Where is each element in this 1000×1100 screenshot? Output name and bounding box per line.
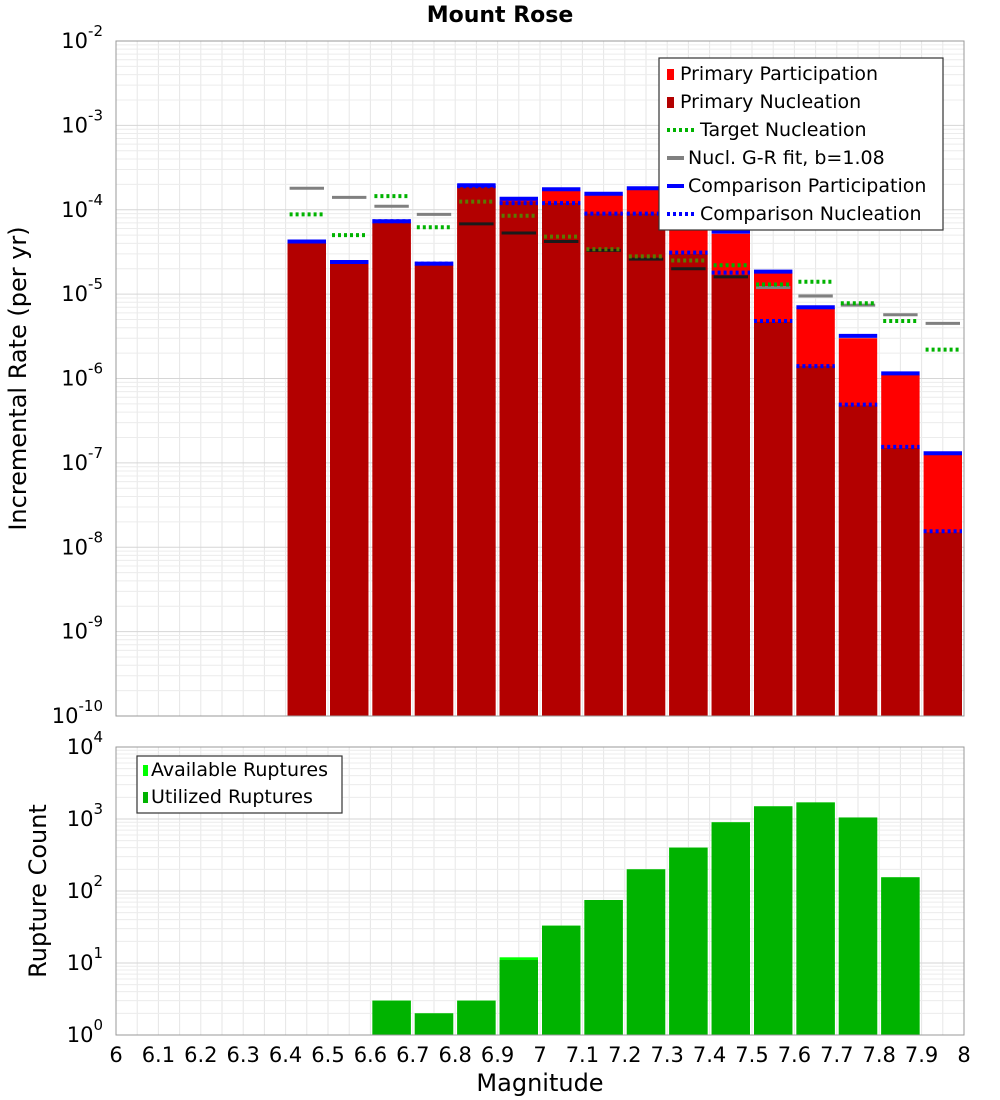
x-tick-label: 7.2 <box>608 1043 641 1067</box>
y-tick-label: 10-6 <box>61 360 103 391</box>
nucleation-bar <box>796 366 835 716</box>
legend-label: Primary Nucleation <box>680 91 861 113</box>
x-tick-label: 6.2 <box>184 1043 217 1067</box>
legend-box <box>136 755 343 814</box>
utilized-ruptures-bar <box>542 925 581 1035</box>
utilized-ruptures-bar <box>881 877 920 1035</box>
legend-label: Primary Participation <box>680 63 878 85</box>
y-tick-label: 103 <box>67 800 103 831</box>
x-tick-label: 6 <box>109 1043 122 1067</box>
y-tick-label: 10-2 <box>61 22 103 53</box>
nucleation-bar <box>372 222 411 716</box>
x-tick-label: 7.5 <box>735 1043 768 1067</box>
legend-label: Available Ruptures <box>151 759 328 781</box>
x-tick-label: 6.5 <box>311 1043 344 1067</box>
y-tick-label: 10-10 <box>52 697 103 728</box>
x-tick-label: 7.7 <box>820 1043 853 1067</box>
y-tick-label: 104 <box>67 728 103 759</box>
utilized-ruptures-bar <box>796 802 835 1035</box>
x-tick-label: 7 <box>533 1043 546 1067</box>
y-axis-title: Rupture Count <box>24 804 52 978</box>
plot-frame <box>115 746 965 1036</box>
nucleation-bar <box>923 532 962 716</box>
nucleation-bar <box>881 448 920 716</box>
utilized-ruptures-bar <box>584 899 623 1035</box>
legend-label: Nucl. G-R fit, b=1.08 <box>688 147 885 169</box>
utilized-ruptures-bar <box>711 822 750 1035</box>
legend: Available Ruptures Utilized Ruptures <box>136 755 343 814</box>
x-tick-label: 6.8 <box>438 1043 471 1067</box>
nucleation-bar <box>626 213 666 717</box>
utilized-ruptures-bar <box>754 806 793 1035</box>
y-tick-label: 10-7 <box>61 444 103 475</box>
nucleation-bar <box>584 213 623 717</box>
nucleation-bar <box>330 263 369 716</box>
legend-swatch <box>143 765 148 776</box>
legend-swatch <box>143 792 148 803</box>
y-tick-label: 102 <box>67 872 103 903</box>
legend-label: Utilized Ruptures <box>151 786 313 808</box>
chart-title: Mount Rose <box>427 3 574 28</box>
y-tick-label: 10-8 <box>61 528 103 559</box>
x-tick-label: 6.1 <box>142 1043 175 1067</box>
utilized-ruptures-bar <box>838 817 878 1035</box>
x-tick-label: 8 <box>957 1043 970 1067</box>
y-tick-label: 10-9 <box>61 613 103 644</box>
utilized-ruptures-bar <box>457 1000 496 1035</box>
x-tick-label: 6.3 <box>226 1043 259 1067</box>
legend-box <box>658 57 944 231</box>
y-tick-label: 101 <box>67 944 103 975</box>
y-tick-label: 10-3 <box>61 106 103 137</box>
legend-label: Comparison Nucleation <box>700 203 922 225</box>
utilized-ruptures-bar <box>626 869 666 1035</box>
utilized-ruptures-bar <box>414 1013 454 1035</box>
legend: Primary Participation Primary Nucleation T… <box>658 57 944 231</box>
utilized-ruptures-bar <box>669 847 708 1035</box>
x-tick-label: 7.6 <box>778 1043 811 1067</box>
x-tick-label: 6.4 <box>269 1043 302 1067</box>
x-tick-label: 7.1 <box>566 1043 599 1067</box>
nucleation-bar <box>754 321 793 716</box>
utilized-ruptures-bar <box>372 1000 411 1035</box>
rate-panel: 10-10 10-9 10-8 10-7 10-6 10-5 10-4 10-3 10-2 Mou… <box>4 3 965 728</box>
x-tick-label: 7.4 <box>693 1043 726 1067</box>
x-tick-label: 6.7 <box>396 1043 429 1067</box>
y-tick-label: 10-4 <box>61 191 103 222</box>
utilized-ruptures-bar <box>499 960 538 1035</box>
nucleation-bar <box>499 201 538 716</box>
plot-frame <box>115 40 965 717</box>
nucleation-bar <box>669 253 708 716</box>
x-tick-label: 7.8 <box>862 1043 895 1067</box>
x-axis-title: Magnitude <box>476 1069 603 1097</box>
x-tick-label: 6.6 <box>354 1043 387 1067</box>
legend-swatch <box>667 69 674 80</box>
nucleation-bar <box>542 203 581 716</box>
nucleation-bar <box>414 265 454 716</box>
y-axis-title: Incremental Rate (per yr) <box>4 226 32 530</box>
y-tick-label: 100 <box>67 1016 103 1047</box>
legend-label: Target Nucleation <box>699 119 867 141</box>
y-tick-label: 10-5 <box>61 275 103 306</box>
legend-label: Comparison Participation <box>688 175 926 197</box>
nucleation-bar <box>457 186 496 716</box>
x-tick-label: 6.9 <box>481 1043 514 1067</box>
x-tick-label: 7.3 <box>650 1043 683 1067</box>
x-tick-label: 7.9 <box>905 1043 938 1067</box>
nucleation-bar <box>711 274 750 716</box>
legend-swatch <box>667 97 674 108</box>
nucleation-bar <box>838 405 878 716</box>
count-panel: 100 101 102 103 104 6 6.1 6.2 6.3 6.4 6.5 6.6 6.7 6.8… <box>24 728 971 1097</box>
nucleation-bar <box>287 243 326 717</box>
